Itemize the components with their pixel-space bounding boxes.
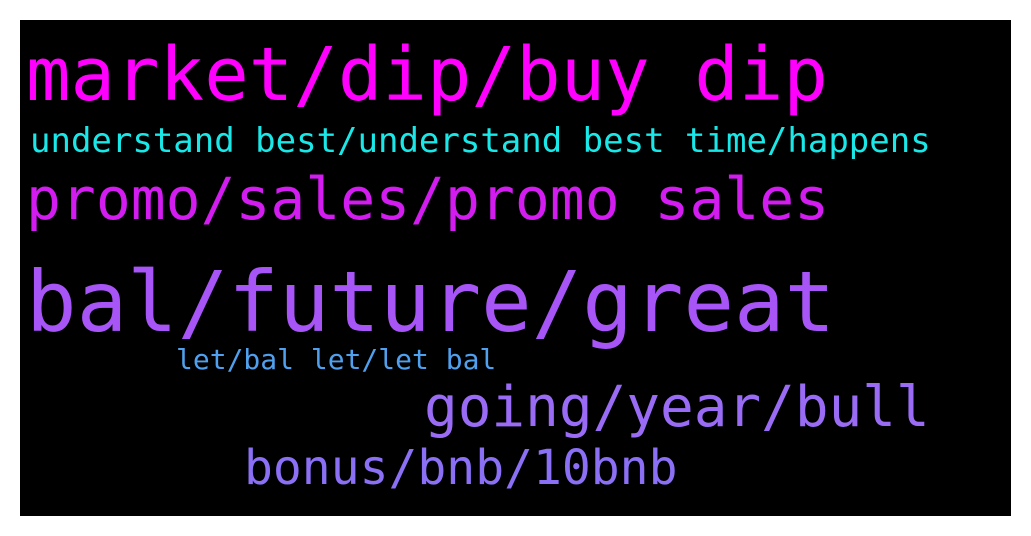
word-understand-best-time-happens: understand best/understand best time/hap… <box>30 121 931 161</box>
word-market-dip-buy-dip: market/dip/buy dip <box>26 32 828 118</box>
word-cloud-canvas: market/dip/buy dip understand best/under… <box>20 20 1011 516</box>
word-let-bal: let/bal let/let bal <box>176 343 497 376</box>
word-bonus-bnb-10bnb: bonus/bnb/10bnb <box>244 440 678 496</box>
word-promo-sales: promo/sales/promo sales <box>26 165 830 233</box>
word-bal-future-great: bal/future/great <box>26 253 836 351</box>
word-going-year-bull: going/year/bull <box>424 375 930 440</box>
